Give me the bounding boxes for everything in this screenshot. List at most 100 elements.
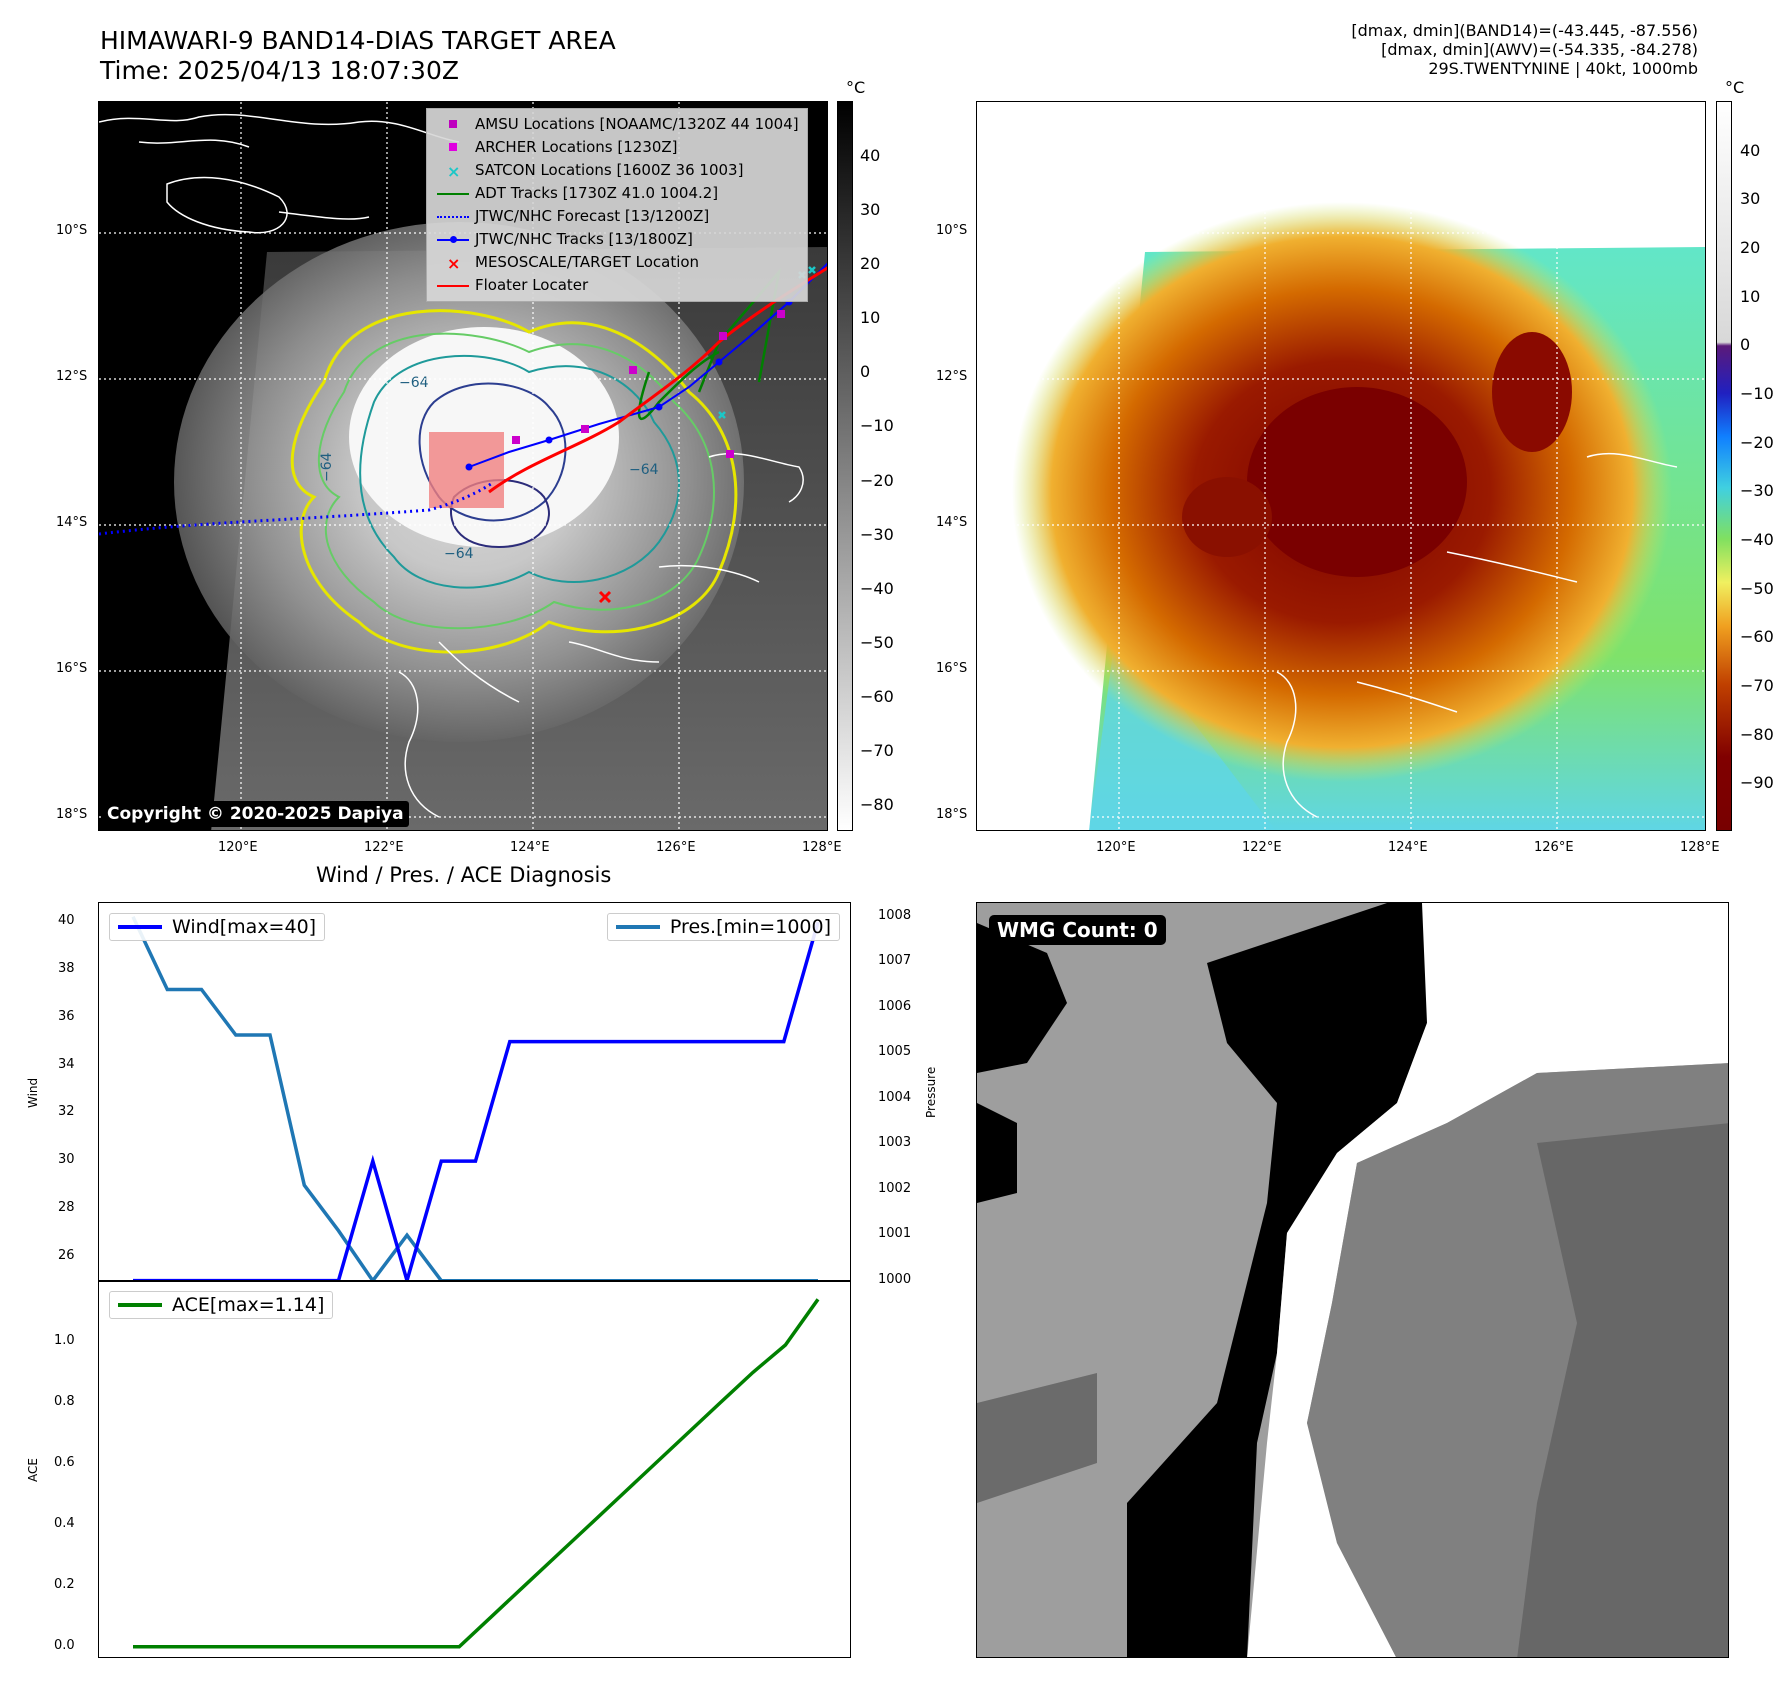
wind-tick: 32 [58, 1104, 75, 1120]
colorbar-tick: −80 [1740, 724, 1774, 744]
wind-line [133, 921, 820, 1281]
wmg-svg [977, 903, 1728, 1657]
pressure-tick: 1003 [878, 1135, 912, 1151]
target-area-box [429, 432, 504, 508]
colorbar-tick: 0 [860, 362, 871, 382]
lon-tick: 124°E [510, 840, 550, 855]
map-legend: AMSU Locations [NOAAMC/1320Z 44 1004] AR… [426, 108, 808, 302]
wmg-dark-region [1127, 903, 1547, 1657]
colorbar-tick: −30 [1740, 481, 1774, 501]
ace-plot: ACE[max=1.14] [98, 1280, 851, 1658]
colorbar-tick: −50 [860, 632, 894, 652]
color-colorbar-unit: °C [1725, 78, 1745, 97]
convective-cell [1182, 477, 1272, 557]
wmg-dark-region [977, 923, 1067, 1073]
legend-item: ADT Tracks [1730Z 41.0 1004.2] [435, 182, 799, 205]
colorbar-tick: −40 [860, 578, 894, 598]
island-coastline [166, 176, 288, 234]
pressure-tick: 1008 [878, 907, 912, 923]
pressure-legend: Pres.[min=1000] [606, 913, 840, 941]
colorbar-tick: −50 [1740, 578, 1774, 598]
wind-tick: 26 [58, 1247, 75, 1263]
mesoscale-target-marker [598, 590, 612, 604]
colorbar-tick: −20 [1740, 432, 1774, 452]
wind-pressure-svg [131, 915, 820, 1281]
awv-range: [dmax, dmin](AWV)=(-54.335, -84.278) [1381, 40, 1698, 59]
lon-tick: 128°E [802, 840, 842, 855]
colorbar-tick: −30 [860, 524, 894, 544]
legend-item: × MESOSCALE/TARGET Location [447, 253, 700, 273]
lon-tick: 122°E [364, 840, 404, 855]
contour-label: −64 [319, 452, 335, 482]
figure-title: HIMAWARI-9 BAND14-DIAS TARGET AREA [100, 26, 616, 55]
wind-tick: 34 [58, 1056, 75, 1072]
colorbar-tick: 0 [1740, 335, 1751, 355]
wmg-count-label: WMG Count: 0 [989, 915, 1166, 945]
contour-green [318, 332, 715, 630]
legend-item: Floater Locater [435, 274, 799, 297]
lat-tick: 16°S [936, 661, 968, 676]
ir-color-map [976, 101, 1706, 831]
pressure-tick: 1001 [878, 1226, 912, 1242]
colorbar-tick: −20 [860, 470, 894, 490]
ace-tick: 0.2 [54, 1576, 75, 1592]
pressure-tick: 1002 [878, 1180, 912, 1196]
wmg-darkgray-region [1517, 1123, 1728, 1657]
floater-track [488, 266, 827, 494]
contour-label: −64 [629, 462, 659, 478]
wmg-panel: WMG Count: 0 [976, 902, 1729, 1658]
wind-tick: 30 [58, 1152, 75, 1168]
coastline [99, 113, 460, 148]
lat-tick: 18°S [936, 807, 968, 822]
ace-tick: 0.4 [54, 1515, 75, 1531]
ir-gray-map-svg: −64 −64 −64 −64 [99, 102, 827, 830]
contour-navy [418, 382, 567, 522]
pressure-tick: 1007 [878, 953, 912, 969]
colorbar-tick: 20 [1740, 238, 1761, 257]
ace-legend: ACE[max=1.14] [109, 1291, 334, 1319]
legend-item: × SATCON Locations [1600Z 36 1003] [447, 161, 744, 181]
amsu-archer-points [512, 310, 785, 458]
legend-item: AMSU Locations [NOAAMC/1320Z 44 1004] [435, 113, 799, 136]
copyright-label: Copyright © 2020-2025 Dapiya [102, 801, 409, 827]
jtwc-forecast-track [99, 480, 495, 536]
coastline [398, 641, 520, 818]
colorbar-tick: 10 [1740, 286, 1761, 306]
lat-tick: 12°S [56, 369, 88, 384]
lon-tick: 126°E [656, 840, 696, 855]
wind-axis-label: Wind [26, 1077, 40, 1108]
wmg-dark-region [977, 1103, 1017, 1203]
lon-tick: 128°E [1680, 840, 1720, 855]
ace-tick: 1.0 [54, 1332, 75, 1348]
colorbar-tick: 40 [1740, 140, 1761, 160]
map-gridlines [977, 102, 1705, 830]
pressure-tick: 1006 [878, 998, 912, 1014]
colorbar-tick: −80 [860, 794, 894, 814]
lat-tick: 14°S [56, 515, 88, 530]
lat-tick: 14°S [936, 515, 968, 530]
lat-tick: 10°S [56, 223, 88, 238]
colorbar-tick: −60 [860, 686, 894, 706]
lat-tick: 16°S [56, 661, 88, 676]
pressure-tick: 1000 [878, 1271, 912, 1287]
color-colorbar [1716, 101, 1732, 831]
contour-label: −64 [444, 546, 474, 562]
storm-core [1247, 387, 1467, 577]
wmg-gray-patch [977, 1373, 1097, 1503]
wind-pressure-plot: Wind[max=40] Pres.[min=1000] [98, 902, 851, 1282]
lon-tick: 126°E [1534, 840, 1574, 855]
contour-yellow [290, 309, 738, 654]
band14-range: [dmax, dmin](BAND14)=(-43.445, -87.556) [1351, 21, 1698, 40]
ace-svg [133, 1298, 820, 1649]
ace-line [133, 1298, 820, 1649]
legend-item: ARCHER Locations [1230Z] [435, 136, 799, 159]
colorbar-tick: 30 [1740, 189, 1761, 209]
coastline [1276, 452, 1678, 818]
pressure-line [131, 915, 818, 1281]
ace-tick: 0.8 [54, 1393, 75, 1409]
lat-tick: 12°S [936, 369, 968, 384]
contour-teal [359, 354, 680, 589]
wind-legend: Wind[max=40] [109, 913, 326, 941]
ir-gray-map: −64 −64 −64 −64 [98, 101, 828, 831]
colorbar-tick: 40 [860, 146, 881, 166]
